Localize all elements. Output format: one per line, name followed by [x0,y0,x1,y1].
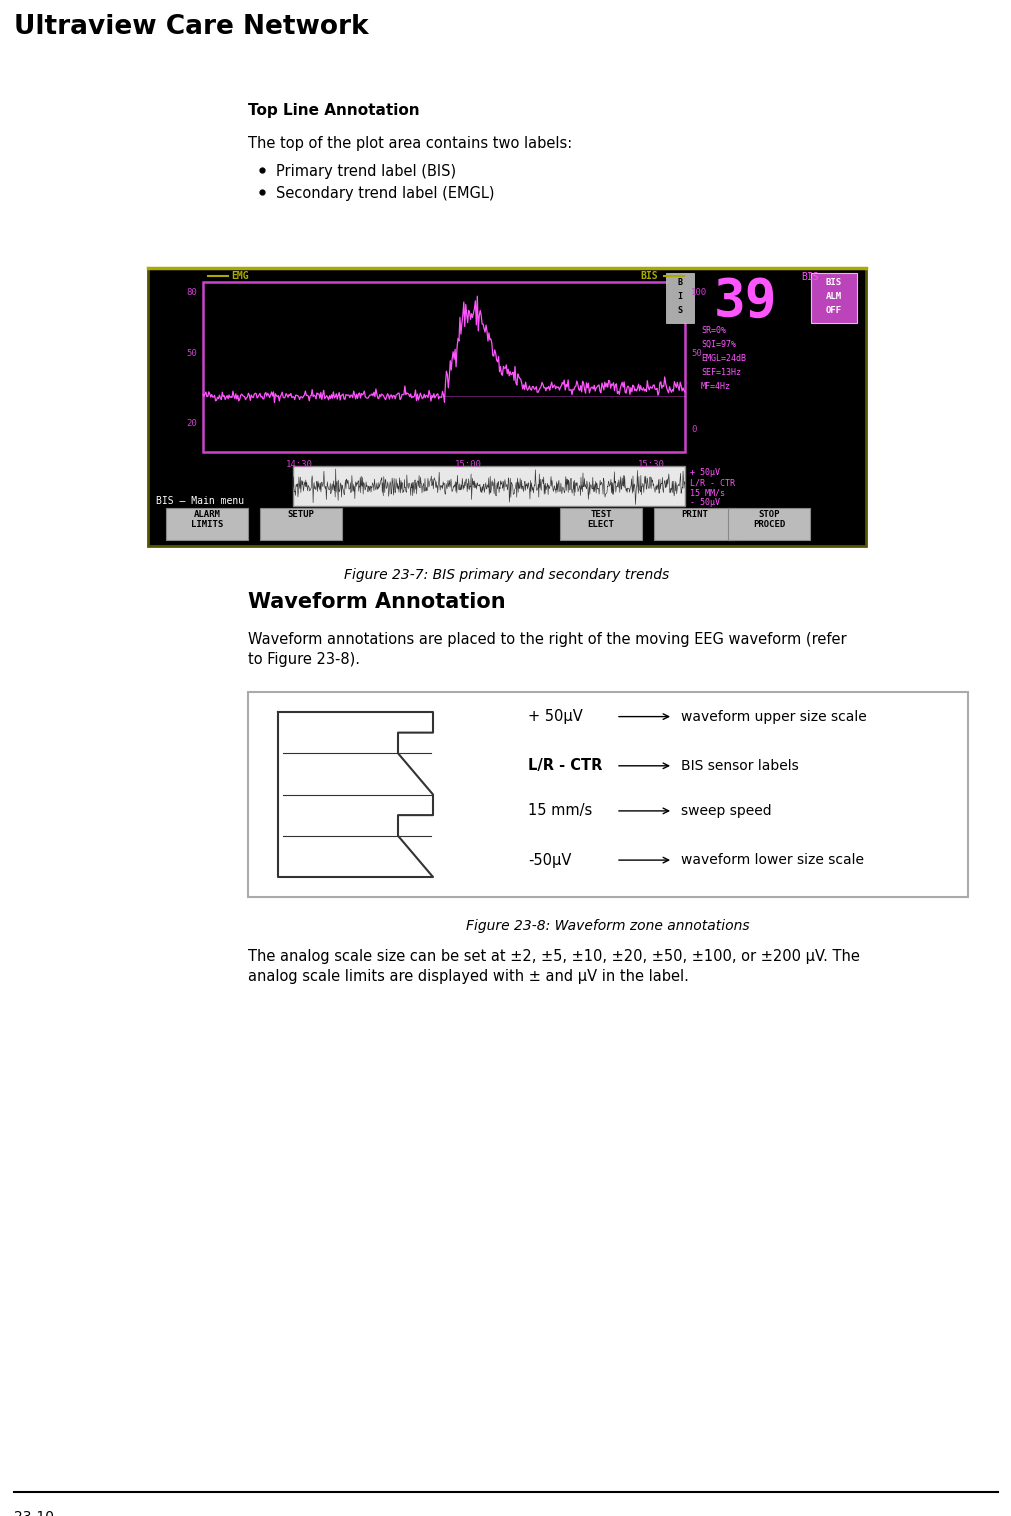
Text: BIS – Main menu: BIS – Main menu [156,496,244,506]
Text: STOP
PROCED: STOP PROCED [752,509,785,529]
Text: waveform lower size scale: waveform lower size scale [680,854,863,867]
Text: 50: 50 [691,349,701,358]
Bar [665,273,694,323]
Text: Primary trend label (BIS): Primary trend label (BIS) [276,164,456,179]
Bar [559,508,641,540]
Text: Waveform Annotation: Waveform Annotation [248,593,506,612]
Text: TEST
ELECT: TEST ELECT [587,509,614,529]
Text: 15 MM/s: 15 MM/s [690,488,724,497]
Text: ALARM
LIMITS: ALARM LIMITS [191,509,222,529]
Text: MF=4Hz: MF=4Hz [701,382,730,391]
Text: BIS: BIS [801,271,818,282]
Text: 80: 80 [186,288,197,297]
Text: The top of the plot area contains two labels:: The top of the plot area contains two la… [248,136,571,152]
Text: SR=0%: SR=0% [701,326,725,335]
Bar [248,691,968,897]
Text: analog scale limits are displayed with ± and μV in the label.: analog scale limits are displayed with ±… [248,969,688,984]
Text: 50: 50 [186,349,197,358]
Text: ALM: ALM [825,293,841,302]
Bar [293,465,684,506]
Text: OFF: OFF [825,306,841,315]
Text: 15:00: 15:00 [454,459,481,468]
Bar [166,508,248,540]
Text: waveform upper size scale: waveform upper size scale [680,709,865,723]
Text: SETUP: SETUP [287,509,314,518]
Text: BIS sensor labels: BIS sensor labels [680,760,798,773]
Text: -50μV: -50μV [528,852,571,867]
Text: 20: 20 [186,418,197,428]
Text: Figure 23-8: Waveform zone annotations: Figure 23-8: Waveform zone annotations [466,919,749,932]
Text: Top Line Annotation: Top Line Annotation [248,103,420,118]
Text: EMG: EMG [231,271,249,280]
Text: Secondary trend label (EMGL): Secondary trend label (EMGL) [276,186,494,202]
Text: + 50μV: + 50μV [690,468,719,478]
Text: 39: 39 [714,276,777,327]
Text: B: B [676,277,681,287]
Text: The analog scale size can be set at ±2, ±5, ±10, ±20, ±50, ±100, or ±200 μV. The: The analog scale size can be set at ±2, … [248,949,859,964]
Text: EMGL=24dB: EMGL=24dB [701,355,745,362]
Text: 15 mm/s: 15 mm/s [528,803,591,819]
Text: 23-10: 23-10 [14,1510,54,1516]
Text: 15:30: 15:30 [637,459,664,468]
Bar [727,508,809,540]
Text: S: S [676,306,681,315]
Text: Waveform annotations are placed to the right of the moving EEG waveform (refer: Waveform annotations are placed to the r… [248,632,846,647]
Text: I: I [676,293,681,302]
Bar [148,268,865,546]
Text: 0: 0 [691,426,696,435]
Text: BIS: BIS [825,277,841,287]
Text: L/R - CTR: L/R - CTR [690,478,734,487]
Text: BIS: BIS [639,271,657,280]
Text: L/R - CTR: L/R - CTR [528,758,602,773]
Text: to Figure 23-8).: to Figure 23-8). [248,652,360,667]
Text: 14:30: 14:30 [286,459,312,468]
Bar [810,273,856,323]
Text: SQI=97%: SQI=97% [701,340,735,349]
Text: 100: 100 [691,288,707,297]
Bar [203,282,684,452]
Text: PRINT: PRINT [680,509,708,518]
Text: sweep speed: sweep speed [680,803,770,819]
Text: Ultraview Care Network: Ultraview Care Network [14,14,368,39]
Bar [653,508,735,540]
Text: + 50μV: + 50μV [528,709,582,725]
Text: SEF=13Hz: SEF=13Hz [701,368,740,377]
Bar [260,508,342,540]
Text: - 50μV: - 50μV [690,497,719,506]
Text: Figure 23-7: BIS primary and secondary trends: Figure 23-7: BIS primary and secondary t… [344,568,669,582]
